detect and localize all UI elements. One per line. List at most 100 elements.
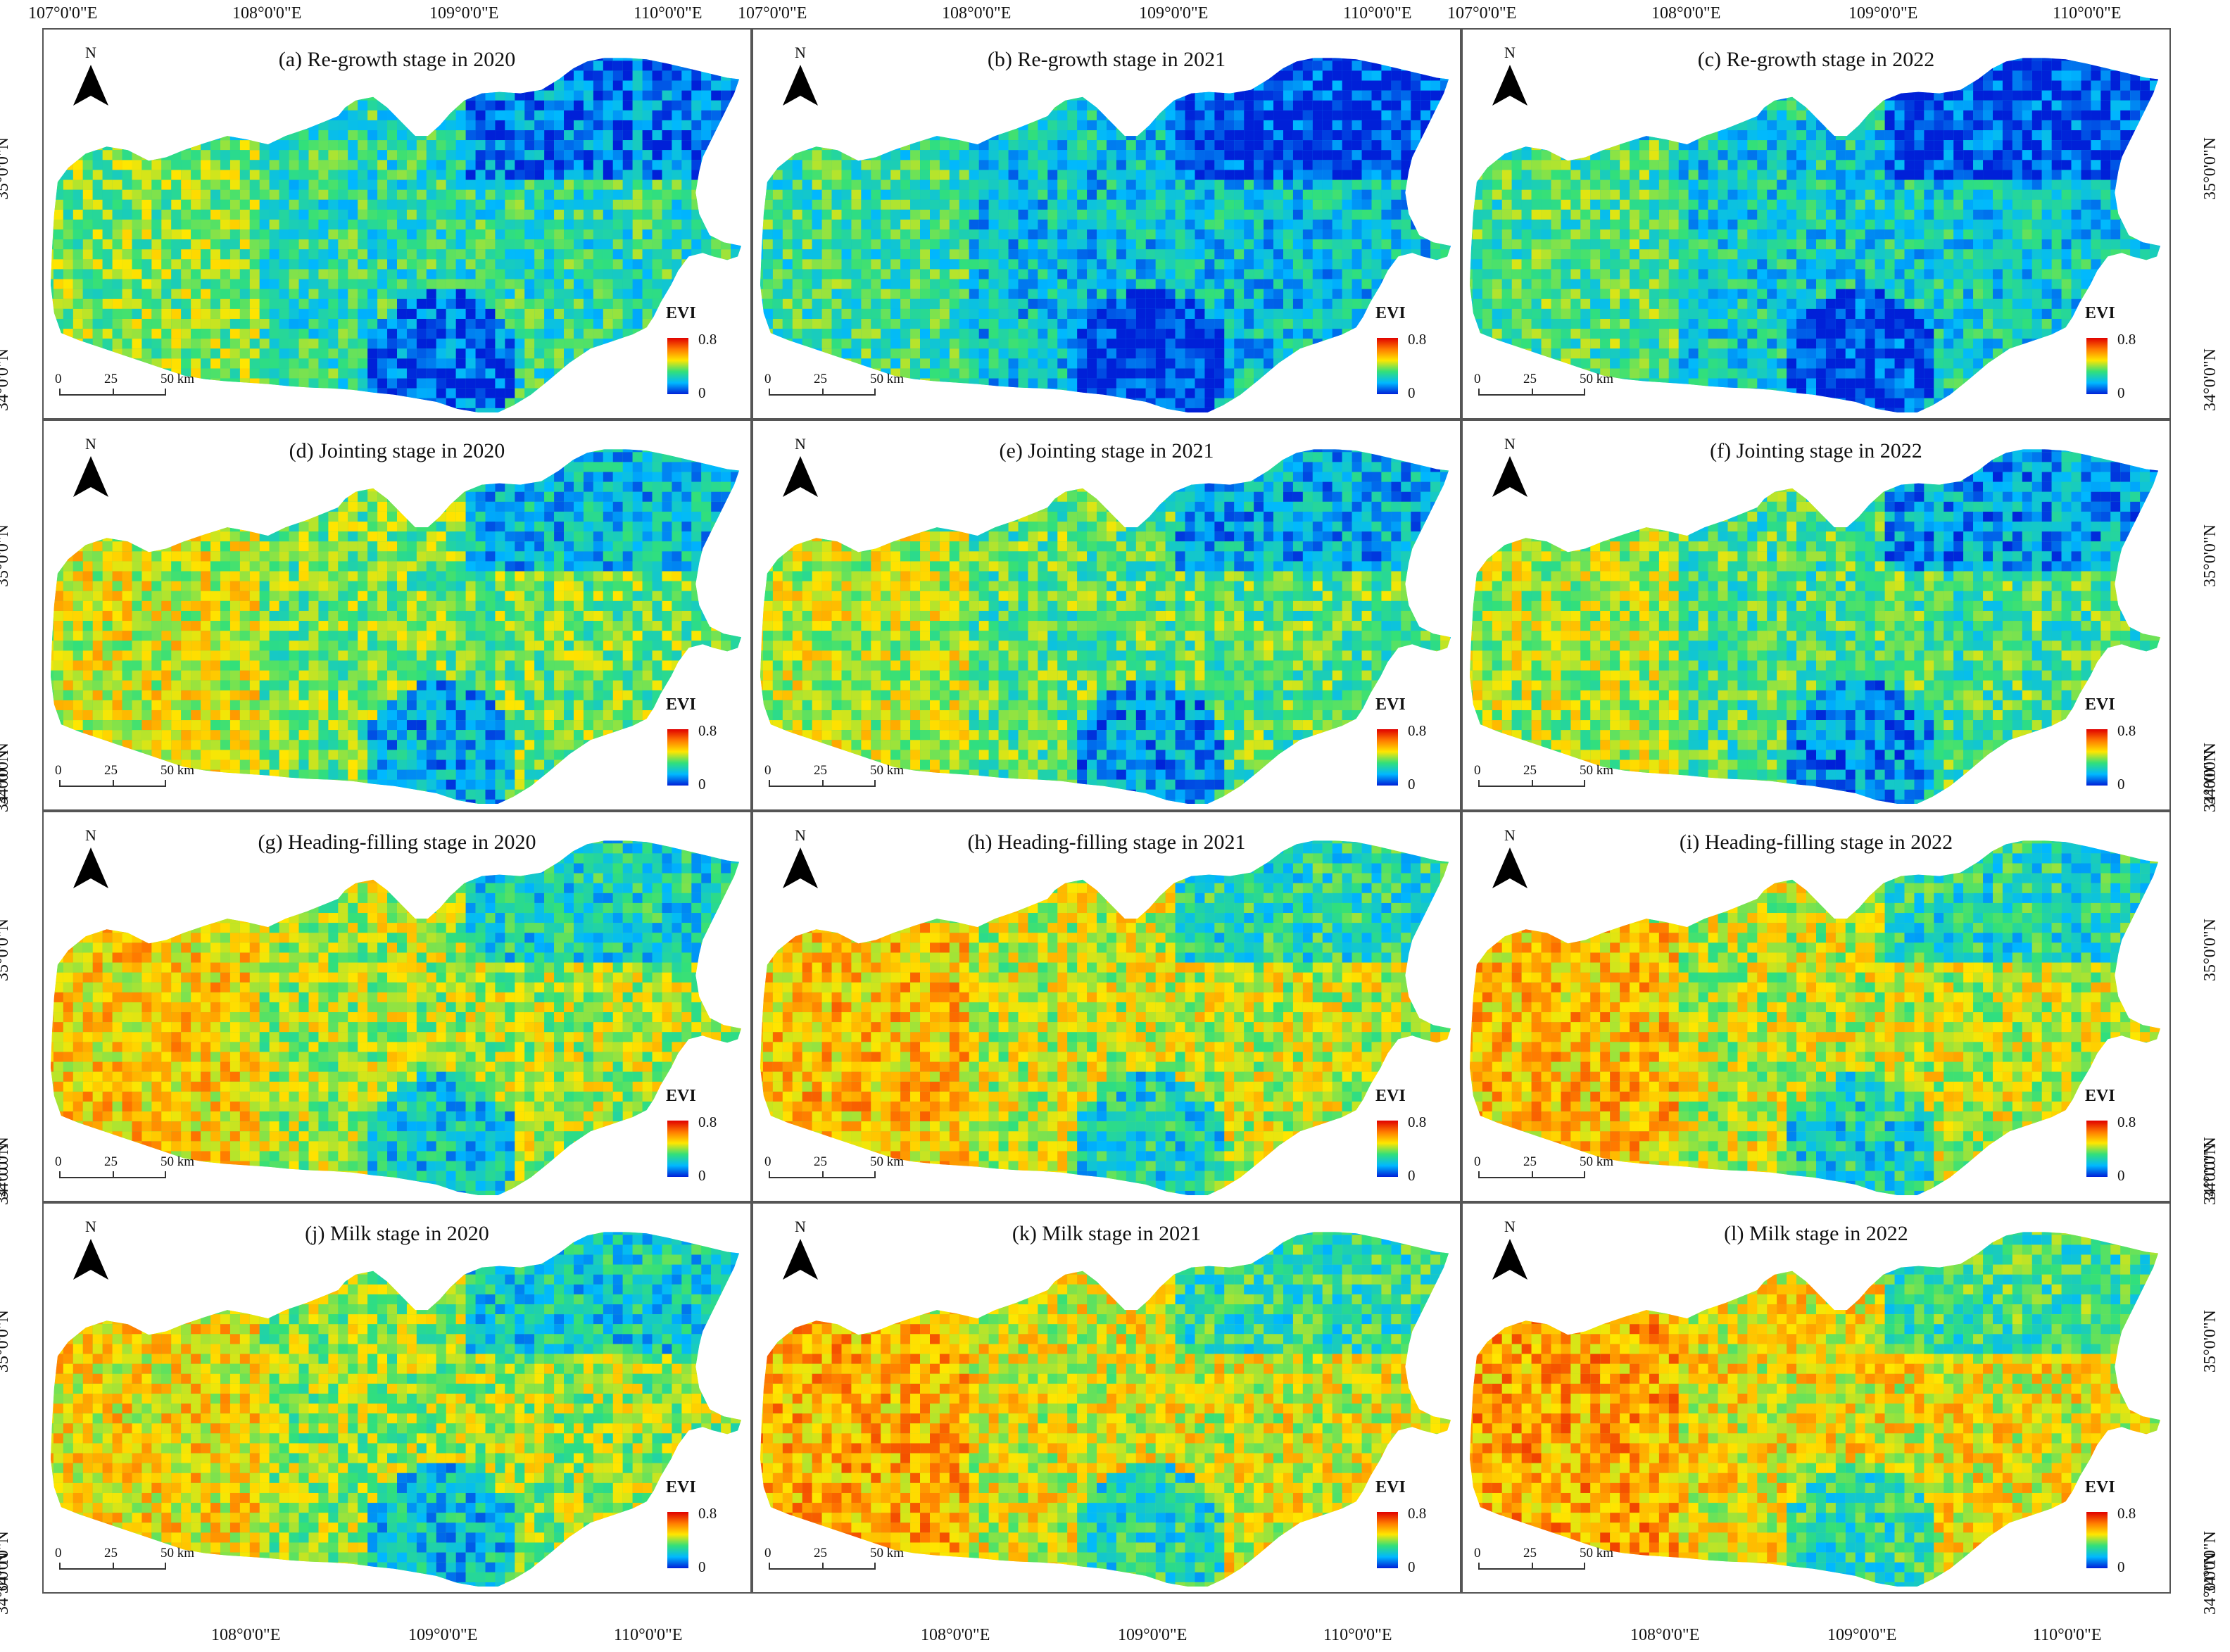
north-arrow-icon [73,847,108,888]
scale-tick [874,1563,876,1570]
panel-title: (l) Milk stage in 2022 [1463,1222,2169,1246]
scale-tick [165,1171,166,1178]
legend-color-ramp [2086,1512,2108,1568]
scale-label-50: 50 km [160,763,194,778]
north-label: N [70,826,111,845]
top-longitude-label: 108°0'0"E [232,4,301,23]
legend-min: 0 [698,384,706,402]
scale-tick [165,1563,166,1570]
scale-label-25: 25 [814,1154,827,1170]
panel-title: (k) Milk stage in 2021 [753,1222,1460,1246]
legend-min: 0 [1408,1167,1416,1185]
north-arrow: N [780,1218,821,1288]
scale-tick [1532,780,1533,787]
scale-tick [1478,780,1480,787]
legend-max: 0.8 [1408,1114,1426,1131]
scale-label-25: 25 [814,763,827,778]
left-latitude-label: 34°0'0"N [0,743,13,805]
north-arrow-icon [783,65,818,106]
evi-raster-map [760,1232,1451,1587]
north-arrow: N [1489,435,1530,505]
legend-max: 0.8 [2117,722,2136,740]
bottom-longitude-label: 110°0'0"E [614,1626,683,1645]
scale-label-50: 50 km [870,1154,904,1170]
evi-raster [1469,840,2161,1195]
evi-raster-map [760,840,1451,1195]
evi-raster-map [1469,840,2161,1195]
scale-tick [769,1171,770,1178]
scale-tick [165,389,166,396]
scale-tick [113,780,114,787]
legend-min: 0 [1408,776,1416,793]
scale-tick [59,1171,61,1178]
north-arrow: N [1489,44,1530,114]
north-arrow: N [780,435,821,505]
right-latitude-label: 34°0'0"N [2201,743,2220,805]
legend-min: 0 [2117,1167,2125,1185]
panel-title: (d) Jointing stage in 2020 [44,439,750,463]
left-latitude-label: 34°0'0"N [0,1552,13,1615]
north-arrow-icon [73,65,108,106]
scale-label-0: 0 [764,1154,771,1170]
scale-tick [1584,780,1585,787]
legend-color-ramp [2086,1121,2108,1177]
legend-min: 0 [698,1558,706,1576]
scale-bar: 0 25 50 km [53,763,194,794]
map-panel-l: (l) Milk stage in 2022 N 0 25 50 km EVI … [1461,1202,2171,1594]
panel-title: (a) Re-growth stage in 2020 [44,48,750,72]
evi-raster-map [1469,58,2161,412]
legend-min: 0 [2117,1558,2125,1576]
scale-bar: 0 25 50 km [763,763,904,794]
scale-tick [1478,389,1480,396]
scale-tick [113,1563,114,1570]
evi-raster [50,58,742,412]
map-panel-a: (a) Re-growth stage in 2020 N 0 25 50 km… [42,28,752,420]
legend-max: 0.8 [698,1505,717,1522]
scale-label-0: 0 [764,1546,771,1561]
evi-legend: EVI 0.8 0 [1371,1087,1449,1192]
scale-label-0: 0 [764,763,771,778]
map-panel-f: (f) Jointing stage in 2022 N 0 25 50 km … [1461,420,2171,811]
scale-label-25: 25 [1523,1546,1537,1561]
north-label: N [1489,826,1530,845]
scale-tick [822,780,824,787]
north-arrow-icon [783,847,818,888]
scale-label-25: 25 [104,763,118,778]
north-arrow: N [1489,826,1530,897]
evi-raster [760,1232,1451,1587]
scale-label-0: 0 [1474,763,1481,778]
legend-min: 0 [1408,1558,1416,1576]
scale-label-50: 50 km [870,763,904,778]
scale-label-50: 50 km [160,1154,194,1170]
legend-title: EVI [2085,1478,2115,1497]
evi-raster-map [50,449,742,804]
north-arrow-icon [783,456,818,497]
panel-title: (b) Re-growth stage in 2021 [753,48,1460,72]
bottom-longitude-label: 108°0'0"E [921,1626,990,1645]
north-label: N [1489,435,1530,453]
scale-label-25: 25 [1523,372,1537,387]
top-longitude-label: 110°0'0"E [1343,4,1412,23]
legend-title: EVI [666,695,696,714]
top-longitude-label: 109°0'0"E [1848,4,1917,23]
scale-bar: 0 25 50 km [1473,1154,1613,1185]
legend-max: 0.8 [698,722,717,740]
right-latitude-label: 34°0'0"N [2201,1552,2220,1615]
scale-label-50: 50 km [870,372,904,387]
scale-label-25: 25 [1523,1154,1537,1170]
scale-bar: 0 25 50 km [53,1546,194,1577]
scale-tick [113,1171,114,1178]
legend-color-ramp [667,1121,688,1177]
left-latitude-label: 34°0'0"N [0,1137,13,1199]
evi-raster-map [760,449,1451,804]
legend-max: 0.8 [2117,1505,2136,1522]
evi-raster-map [50,58,742,412]
scale-tick [874,1171,876,1178]
north-label: N [70,435,111,453]
evi-raster-map [50,840,742,1195]
panel-title: (j) Milk stage in 2020 [44,1222,750,1246]
legend-title: EVI [666,1478,696,1497]
scale-label-25: 25 [104,372,118,387]
top-longitude-label: 110°0'0"E [634,4,703,23]
north-label: N [1489,44,1530,62]
